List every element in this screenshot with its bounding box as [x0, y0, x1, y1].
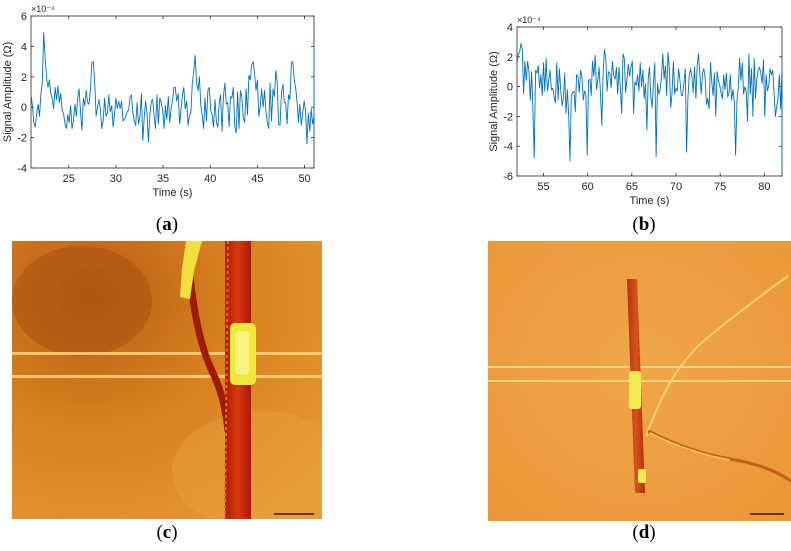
x-tick-label: 45	[251, 173, 263, 185]
y-tick-label: 0	[21, 102, 27, 114]
x-tick-label: 50	[298, 173, 310, 185]
caption-d: (d)	[632, 522, 656, 543]
x-tick-label: 40	[204, 173, 216, 185]
caption-c-letter: c	[162, 522, 172, 543]
y-tick-label: 4	[21, 41, 27, 53]
micrograph-d-drawing	[488, 241, 791, 521]
caption-b: (b)	[632, 214, 656, 235]
x-axis-label: Time (s)	[153, 187, 193, 199]
micrograph-c-drawing	[12, 241, 322, 519]
y-exponent-label: ×10⁻⁴	[517, 15, 541, 25]
x-tick-label: 70	[670, 181, 682, 193]
x-tick-label: 30	[110, 173, 122, 185]
y-axis-label: Signal Amplitude (Ω)	[2, 42, 14, 143]
y-tick-label: 0	[507, 82, 513, 94]
x-tick-label: 25	[63, 173, 75, 185]
caption-d-letter: d	[638, 522, 650, 543]
plot-area-box	[30, 15, 315, 169]
y-tick-label: -6	[503, 171, 513, 183]
y-axis-label: Signal Amplitude (Ω)	[488, 51, 500, 152]
signal-series-line	[516, 42, 783, 170]
plot-area-box	[516, 26, 783, 177]
y-tick-label: -4	[503, 141, 513, 153]
y-tick-label: 4	[507, 22, 513, 34]
y-tick-label: 2	[507, 52, 513, 64]
caption-b-letter: b	[638, 214, 650, 235]
signal-series-line	[30, 32, 315, 145]
y-tick-label: 6	[21, 11, 27, 23]
y-tick-label: 2	[21, 72, 27, 84]
caption-a: (a)	[155, 214, 179, 235]
chart-a-signal-amplitude: -4 -2 0 2 4 6 25 30 35 40 45 50 ×10⁻⁴ Time (s) Signal …	[2, 4, 315, 199]
x-tick-label: 75	[714, 181, 726, 193]
y-exponent-label: ×10⁻⁴	[31, 4, 55, 14]
y-tick-label: -2	[17, 133, 27, 145]
micrograph-c	[12, 241, 322, 519]
caption-a-letter: a	[162, 214, 172, 235]
chart-b-signal-amplitude: -6 -4 -2 0 2 4 55 60 65 70 75 80 ×10⁻⁴ Time (s) Signal…	[488, 15, 783, 207]
caption-c: (c)	[156, 522, 178, 543]
micrograph-d	[488, 241, 791, 521]
x-tick-label: 80	[758, 181, 770, 193]
x-tick-label: 60	[582, 181, 594, 193]
x-tick-label: 35	[157, 173, 169, 185]
x-axis-label: Time (s)	[630, 195, 670, 207]
y-tick-label: -2	[503, 111, 513, 123]
x-tick-label: 55	[537, 181, 549, 193]
y-tick-label: -4	[17, 163, 27, 175]
x-tick-label: 65	[626, 181, 638, 193]
